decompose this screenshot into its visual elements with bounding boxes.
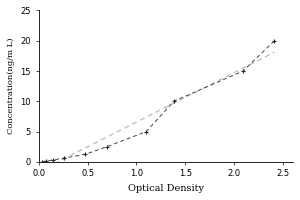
Y-axis label: Concentration(ng/m L): Concentration(ng/m L) — [7, 38, 15, 134]
X-axis label: Optical Density: Optical Density — [128, 184, 204, 193]
